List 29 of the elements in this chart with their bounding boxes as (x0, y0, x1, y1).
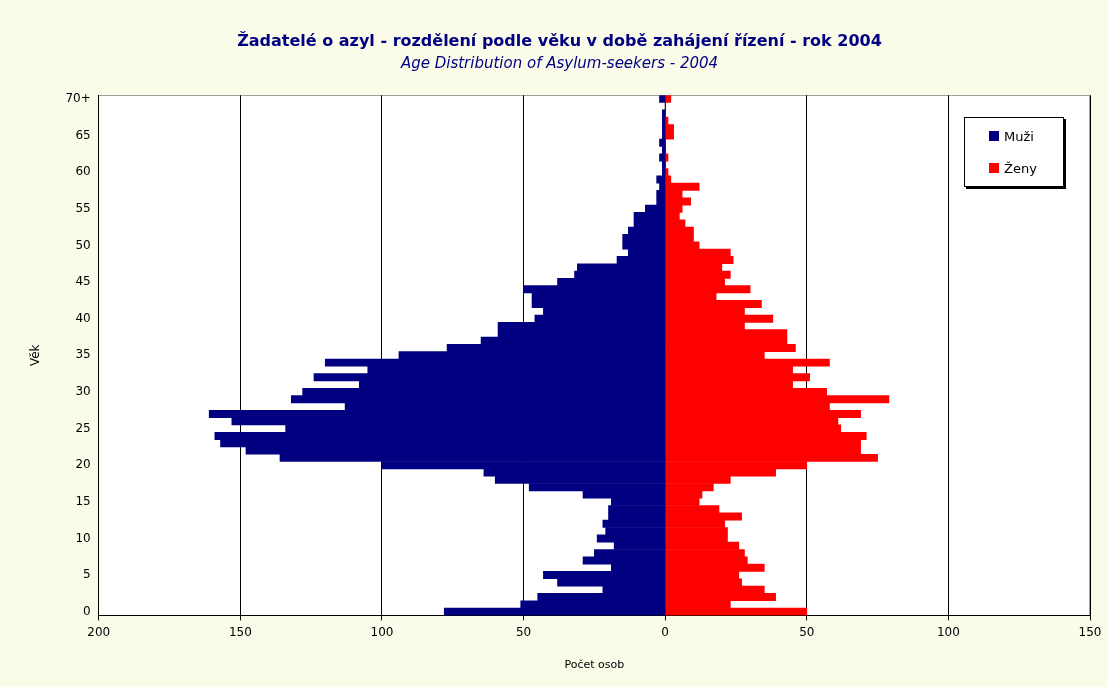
y-tick-label: 15 (75, 493, 91, 508)
x-tick-label: 150 (1078, 624, 1102, 639)
y-tick-label: 50 (75, 237, 91, 252)
y-tick-label: 55 (75, 200, 91, 215)
chart-title: Žadatelé o azyl - rozdělení podle věku v době zahájení řízení - rok 2004 (237, 30, 882, 50)
y-tick-label: 45 (75, 274, 91, 289)
x-tick-label: 50 (799, 624, 815, 639)
x-tick-label: 50 (515, 624, 532, 639)
x-axis-title: Počet osob (564, 658, 625, 672)
y-tick-label: 5 (83, 567, 91, 582)
chart-subtitle: Age Distribution of Asylum-seekers - 2004 (399, 54, 719, 73)
x-tick-label: 100 (370, 624, 394, 639)
x-tick-label: 100 (936, 624, 960, 639)
y-axis-title: Věk (28, 344, 43, 367)
y-tick-label: 10 (75, 530, 91, 545)
y-tick-label: 30 (75, 384, 91, 399)
x-tick-label: 200 (87, 624, 111, 639)
x-tick-label: 150 (228, 624, 252, 639)
y-tick-label: 60 (75, 164, 91, 179)
y-tick-label: 35 (75, 347, 91, 362)
y-tick-label: 0 (83, 603, 91, 618)
y-tick-label: 70+ (65, 90, 91, 105)
legend-label: Muži (1004, 128, 1034, 144)
y-tick-label: 20 (75, 457, 91, 472)
y-tick-label: 65 (75, 127, 91, 142)
legend-label: Ženy (1004, 160, 1037, 176)
y-tick-label: 40 (75, 310, 91, 325)
y-tick-label: 25 (75, 420, 91, 435)
x-tick-label: 0 (661, 624, 669, 639)
